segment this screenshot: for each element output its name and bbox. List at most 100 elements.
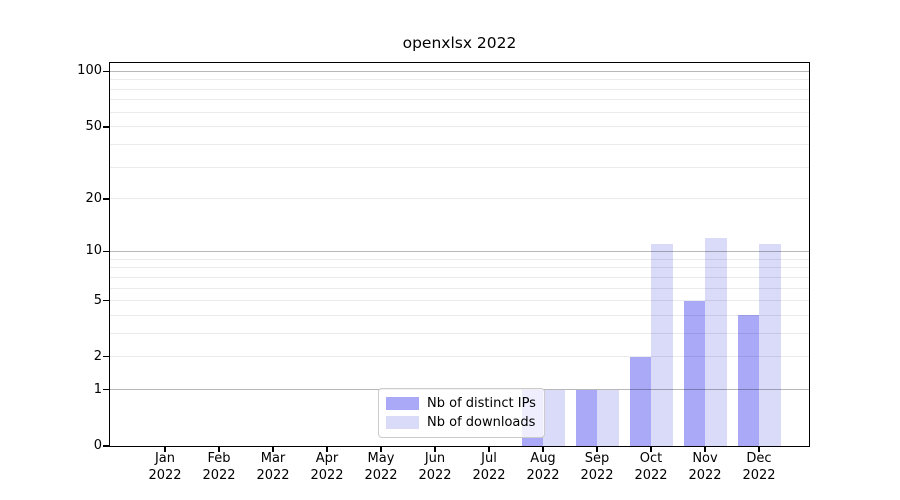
x-tick-label: Jun 2022 [405, 451, 465, 484]
gridline-minor [110, 99, 809, 101]
x-tick-mark [488, 446, 490, 452]
gridline-minor [110, 356, 809, 358]
x-tick-label: Apr 2022 [297, 451, 357, 484]
x-tick-mark [596, 446, 598, 452]
y-tick-mark [103, 389, 110, 391]
y-tick-label: 2 [93, 348, 102, 364]
x-tick-mark [434, 446, 436, 452]
y-tick-mark [103, 445, 110, 447]
legend-label: Nb of downloads [427, 415, 536, 430]
y-tick-label: 50 [85, 118, 102, 134]
x-tick-mark [380, 446, 382, 452]
gridline-minor [110, 287, 809, 289]
plot-area [110, 63, 809, 446]
x-tick-year: 2022 [310, 467, 344, 483]
x-tick-year: 2022 [742, 467, 776, 483]
x-tick-label: Oct 2022 [621, 451, 681, 484]
gridline-major [110, 70, 809, 72]
x-tick-label: Jan 2022 [135, 451, 195, 484]
gridline-minor [110, 267, 809, 269]
y-tick-label: 5 [93, 292, 102, 308]
gridline-major [110, 250, 809, 252]
gridline-minor [110, 166, 809, 168]
gridline-minor [110, 300, 809, 302]
bar-nb-of-downloads [705, 237, 727, 446]
x-tick-month: Dec [746, 451, 772, 466]
bar-nb-of-downloads [759, 244, 781, 446]
x-tick-year: 2022 [418, 467, 452, 483]
x-tick-mark [704, 446, 706, 452]
x-tick-month: Sep [584, 451, 610, 466]
gridline-minor [110, 314, 809, 316]
x-tick-month: Oct [639, 451, 663, 466]
x-tick-month: Mar [260, 451, 286, 466]
bar-nb-of-downloads [651, 244, 673, 446]
bar-nb-of-distinct-ips [629, 356, 651, 446]
x-tick-label: Feb 2022 [189, 451, 249, 484]
x-tick-mark [542, 446, 544, 452]
y-tick-mark [103, 198, 110, 200]
x-tick-label: Dec 2022 [729, 451, 789, 484]
gridline-minor [110, 258, 809, 260]
x-tick-label: Nov 2022 [675, 451, 735, 484]
x-tick-month: Nov [692, 451, 718, 466]
x-tick-mark [650, 446, 652, 452]
y-tick-mark [103, 356, 110, 358]
gridline-minor [110, 79, 809, 81]
x-tick-month: Apr [315, 451, 339, 466]
y-tick-mark [103, 126, 110, 128]
x-tick-year: 2022 [634, 467, 668, 483]
legend-label: Nb of distinct IPs [427, 396, 536, 411]
legend: Nb of distinct IPs Nb of downloads [378, 388, 545, 438]
x-tick-month: Jun [424, 451, 446, 466]
legend-swatch-nb-of-downloads [386, 416, 419, 429]
x-tick-mark [326, 446, 328, 452]
x-tick-year: 2022 [148, 467, 182, 483]
gridline-minor [110, 88, 809, 90]
bar-nb-of-distinct-ips [683, 300, 705, 446]
x-tick-label: Aug 2022 [513, 451, 573, 484]
y-tick-mark [103, 250, 110, 252]
x-tick-label: Sep 2022 [567, 451, 627, 484]
x-tick-mark [164, 446, 166, 452]
x-tick-mark [272, 446, 274, 452]
x-tick-label: Mar 2022 [243, 451, 303, 484]
x-tick-label: May 2022 [351, 451, 411, 484]
x-tick-year: 2022 [526, 467, 560, 483]
y-tick-label: 10 [85, 243, 102, 259]
gridline-minor [110, 276, 809, 278]
bar-nb-of-downloads [543, 389, 565, 446]
y-tick-label: 0 [93, 438, 102, 453]
x-tick-year: 2022 [364, 467, 398, 483]
x-tick-month: Aug [530, 451, 556, 466]
y-tick-label: 1 [93, 381, 102, 397]
gridline-minor [110, 111, 809, 113]
x-tick-year: 2022 [202, 467, 236, 483]
bar-nb-of-distinct-ips [737, 315, 759, 446]
y-tick-mark [103, 299, 110, 302]
x-tick-year: 2022 [580, 467, 614, 483]
y-tick-label: 100 [77, 63, 102, 79]
x-tick-label: Jul 2022 [459, 451, 519, 484]
x-tick-mark [758, 446, 760, 452]
y-tick-label: 20 [85, 190, 102, 206]
bar-nb-of-distinct-ips [575, 389, 597, 446]
legend-swatch-nb-of-distinct-ips [386, 397, 419, 410]
bar-nb-of-downloads [597, 389, 619, 446]
x-tick-month: May [367, 451, 395, 466]
x-tick-month: Feb [207, 451, 231, 466]
x-tick-month: Jan [154, 451, 176, 466]
legend-item-nb-of-downloads: Nb of downloads [386, 413, 536, 432]
gridline-minor [110, 144, 809, 146]
x-tick-month: Jul [481, 451, 497, 466]
x-tick-year: 2022 [256, 467, 290, 483]
x-tick-year: 2022 [688, 467, 722, 483]
chart-title: openxlsx 2022 [402, 34, 517, 52]
legend-item-nb-of-distinct-ips: Nb of distinct IPs [386, 394, 536, 413]
y-tick-mark [103, 70, 110, 73]
gridline-minor [110, 198, 809, 200]
gridline-minor [110, 332, 809, 334]
x-tick-year: 2022 [472, 467, 506, 483]
gridline-minor [110, 126, 809, 128]
